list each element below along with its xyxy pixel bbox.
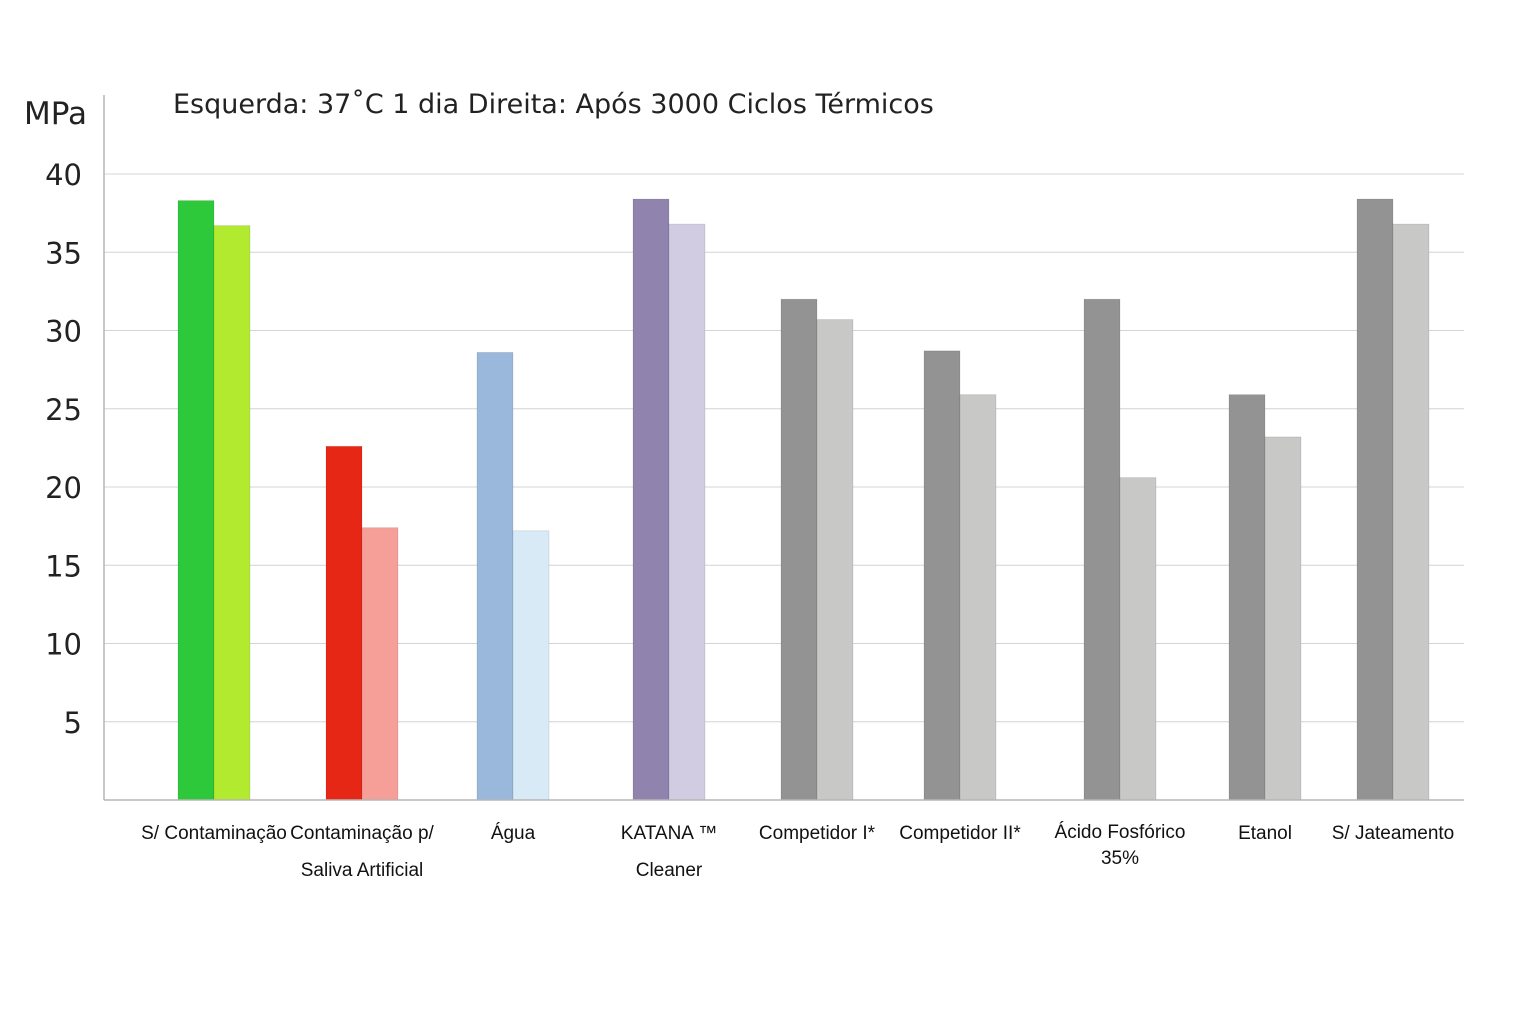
category-label-line: Ácido Fosfórico — [1054, 822, 1186, 843]
category-label-6: Competidor II* — [899, 815, 1020, 852]
category-label-1: S/ Contaminação — [141, 815, 287, 852]
y-tick-label: 10 — [45, 628, 82, 662]
category-label-8: Etanol — [1238, 815, 1292, 852]
bar-left-9 — [1356, 198, 1394, 801]
category-label-line: Água — [490, 823, 536, 844]
category-label-5: Competidor I* — [759, 815, 875, 852]
category-label-line: Etanol — [1238, 823, 1292, 844]
y-tick-labels: 5 10 15 20 25 30 35 40 — [45, 158, 82, 740]
bar-left-7 — [1083, 298, 1121, 801]
category-label-line: S/ Contaminação — [141, 823, 287, 844]
bar-right-8 — [1264, 436, 1302, 801]
bars — [177, 198, 1430, 801]
y-tick-label: 30 — [45, 315, 82, 349]
bar-right-6 — [959, 394, 997, 801]
category-label-line: S/ Jateamento — [1331, 823, 1455, 844]
bar-left-5 — [780, 298, 818, 801]
y-axis-label: MPa — [24, 96, 87, 132]
category-label-line: KATANA ™ — [620, 823, 718, 844]
bar-right-9 — [1392, 223, 1430, 801]
y-tick-label: 20 — [45, 471, 82, 505]
bar-right-3 — [512, 530, 550, 801]
category-label-line: Competidor I* — [758, 823, 876, 844]
bar-left-6 — [923, 350, 961, 801]
bar-right-2 — [361, 527, 399, 801]
chart-title: Esquerda: 37˚C 1 dia Direita: Após 3000 … — [173, 89, 934, 120]
bar-left-3 — [476, 352, 514, 801]
category-label-3: Água — [491, 815, 535, 852]
bar-right-4 — [668, 223, 706, 801]
bar-left-1 — [177, 200, 215, 801]
category-label-7: Ácido Fosfórico 35% — [1055, 820, 1186, 872]
y-tick-label: 15 — [45, 549, 82, 583]
bar-right-5 — [816, 319, 854, 801]
category-label-line: Contaminação p/ — [290, 823, 434, 844]
category-label-line: Competidor II* — [899, 823, 1021, 844]
bar-left-2 — [325, 445, 363, 801]
y-tick-label: 40 — [45, 158, 82, 192]
bar-left-4 — [632, 198, 670, 801]
y-tick-label: 35 — [45, 236, 82, 270]
category-label-line: Saliva Artificial — [300, 860, 424, 881]
category-label-4: KATANA ™ Cleaner — [621, 815, 717, 889]
y-tick-label: 5 — [64, 706, 82, 740]
category-label-line: 35% — [1100, 848, 1140, 869]
category-label-2: Contaminação p/Saliva Artificial — [290, 815, 434, 889]
bar-right-1 — [213, 225, 251, 801]
bar-left-8 — [1228, 394, 1266, 801]
y-tick-label: 25 — [45, 393, 82, 427]
category-label-line: Cleaner — [635, 860, 703, 881]
bar-right-7 — [1119, 477, 1157, 801]
category-label-9: S/ Jateamento — [1332, 815, 1455, 852]
